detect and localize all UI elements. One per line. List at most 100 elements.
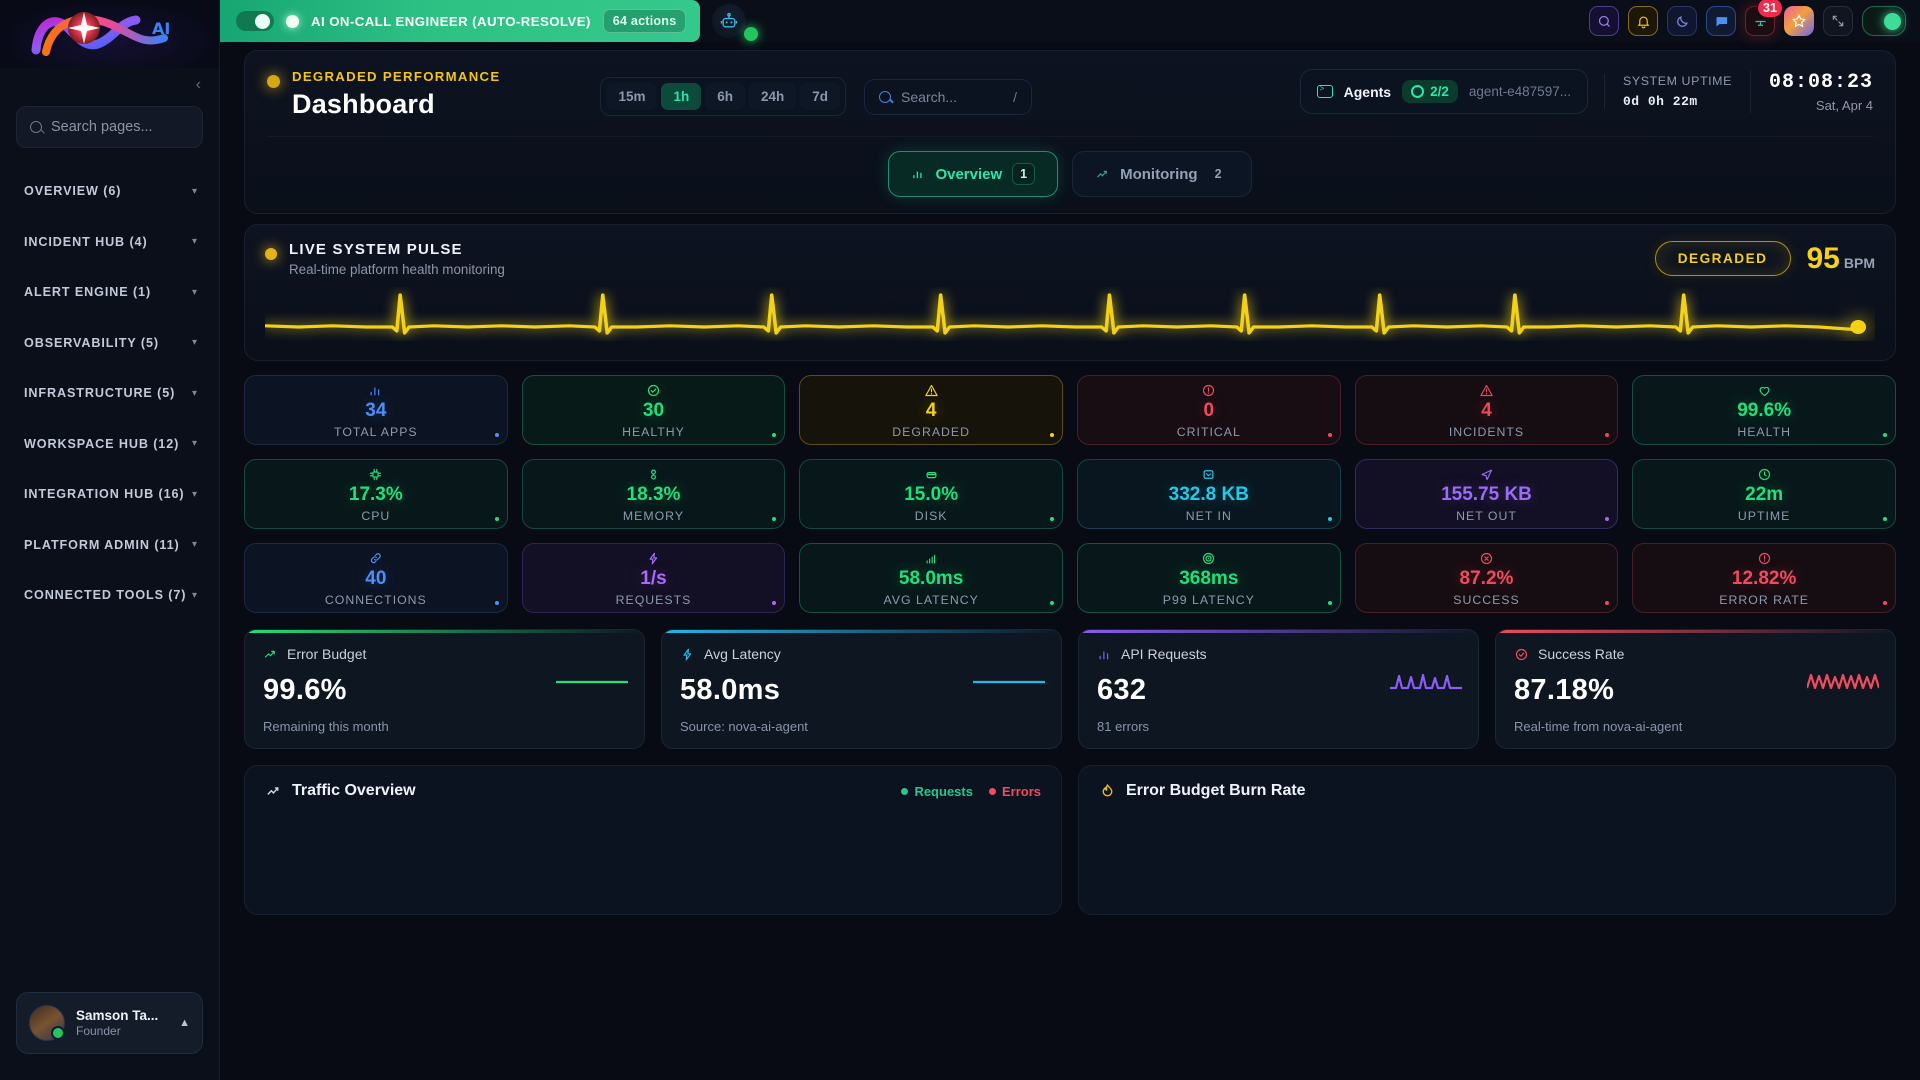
page-header-panel: DEGRADED PERFORMANCE Dashboard 15m 1h 6h… (244, 50, 1896, 214)
sidebar-item-platform-admin[interactable]: PLATFORM ADMIN (11) ▾ (0, 520, 219, 571)
metric-tile-net-in[interactable]: 332.8 KB NET IN (1076, 459, 1341, 529)
kpi-card-error-budget[interactable]: Error Budget 99.6% Remaining this month (244, 629, 645, 749)
sidebar-item-overview[interactable]: OVERVIEW (6) ▾ (0, 166, 219, 217)
agents-count-badge: 2/2 (1402, 80, 1458, 103)
metric-tile-cpu[interactable]: 17.3% CPU (244, 459, 508, 529)
metric-label: REQUESTS (615, 593, 692, 608)
search-input[interactable]: Search... / (864, 78, 1033, 115)
metric-value: 15.0% (904, 483, 959, 505)
metric-tile-memory[interactable]: 18.3% MEMORY (521, 459, 786, 529)
heart-icon (1759, 386, 1770, 396)
ai-actions-badge[interactable]: 64 actions (602, 9, 687, 33)
alert-count-badge: 31 (1757, 0, 1783, 18)
sidebar-item-infrastructure[interactable]: INFRASTRUCTURE (5) ▾ (0, 368, 219, 419)
kpi-card-avg-latency[interactable]: Avg Latency 58.0ms Source: nova-ai-agent (661, 629, 1062, 749)
sidebar-item-label: INFRASTRUCTURE (5) (24, 386, 176, 401)
range-button-1h[interactable]: 1h (661, 83, 702, 110)
metric-value: 34 (365, 399, 387, 421)
metric-tile-p99-latency[interactable]: 368ms P99 LATENCY (1076, 543, 1341, 613)
chevron-down-icon: ▾ (191, 589, 197, 601)
alert-icon[interactable]: 31 (1745, 0, 1783, 36)
sidebar-item-label: PLATFORM ADMIN (11) (24, 537, 180, 552)
bot-avatar[interactable] (700, 0, 759, 42)
metric-tile-degraded[interactable]: 4 DEGRADED (799, 375, 1063, 445)
app-logo[interactable]: AI (0, 0, 219, 68)
chevron-down-icon: ▾ (191, 337, 197, 349)
metric-tile-avg-latency[interactable]: 58.0ms AVG LATENCY (799, 543, 1063, 613)
live-system-pulse-panel: LIVE SYSTEM PULSE Real-time platform hea… (244, 224, 1896, 361)
chevron-down-icon: ▾ (191, 539, 197, 551)
metric-tile-success[interactable]: 87.2% SUCCESS (1354, 543, 1619, 613)
sidebar-item-integration-hub[interactable]: INTEGRATION HUB (16) ▾ (0, 469, 219, 520)
trend-up-icon (267, 786, 279, 795)
metric-tile-uptime[interactable]: 22m UPTIME (1632, 459, 1896, 529)
tab-index: 2 (1214, 167, 1222, 181)
panel-title: Error Budget Burn Rate (1126, 782, 1306, 799)
metric-tile-connections[interactable]: 40 CONNECTIONS (244, 543, 508, 613)
metric-tile-incidents[interactable]: 4 INCIDENTS (1354, 375, 1619, 445)
status-dot-icon (267, 75, 280, 88)
metric-tile-disk[interactable]: 15.0% DISK (799, 459, 1063, 529)
chevron-left-icon[interactable]: ‹ (195, 76, 201, 93)
sidebar-item-label: INCIDENT HUB (4) (24, 234, 148, 249)
legend-label: Requests (914, 783, 973, 799)
chat-icon[interactable] (1706, 6, 1736, 36)
sidebar-item-alert-engine[interactable]: ALERT ENGINE (1) ▾ (0, 267, 219, 318)
kpi-card-api-requests[interactable]: API Requests 632 81 errors (1078, 629, 1479, 749)
metric-label: NET IN (1185, 509, 1232, 524)
range-button-15m[interactable]: 15m (606, 83, 658, 110)
moon-icon[interactable] (1667, 6, 1697, 36)
tab-label: Overview (935, 165, 1003, 183)
power-toggle[interactable] (1862, 6, 1906, 36)
metric-value: 332.8 KB (1168, 483, 1249, 505)
tab-overview[interactable]: Overview 1 (888, 151, 1059, 197)
search-icon[interactable] (1589, 6, 1619, 36)
legend-item-requests[interactable]: Requests (901, 784, 973, 799)
chevron-down-icon: ▾ (191, 236, 197, 248)
ai-oncall-toggle[interactable] (236, 11, 274, 31)
range-button-7d[interactable]: 7d (800, 83, 841, 110)
sidebar-item-connected-tools[interactable]: CONNECTED TOOLS (7) ▾ (0, 570, 219, 621)
sidebar: AI ‹ Search pages... OVERVIEW (6) ▾ INCI… (0, 0, 220, 1080)
time-range-selector: 15m 1h 6h 24h 7d (600, 77, 847, 116)
metric-tile-total-apps[interactable]: 34 TOTAL APPS (244, 375, 508, 445)
tab-monitoring[interactable]: Monitoring 2 (1072, 151, 1252, 197)
search-pages-input[interactable]: Search pages... (16, 106, 203, 148)
range-button-24h[interactable]: 24h (749, 83, 797, 110)
status-kicker: DEGRADED PERFORMANCE (292, 69, 501, 84)
metric-tile-error-rate[interactable]: 12.82% ERROR RATE (1632, 543, 1896, 613)
metric-tile-net-out[interactable]: 155.75 KB NET OUT (1354, 459, 1619, 529)
corner-indicator-dot (1049, 601, 1054, 605)
sidebar-item-workspace-hub[interactable]: WORKSPACE HUB (12) ▾ (0, 419, 219, 470)
metric-tile-healthy[interactable]: 30 HEALTHY (521, 375, 786, 445)
metric-tile-health[interactable]: 99.6% HEALTH (1632, 375, 1896, 445)
corner-indicator-dot (1327, 601, 1332, 605)
bar-chart-icon (1099, 650, 1109, 659)
cpu-icon (370, 468, 382, 480)
system-uptime-value: 0d 0h 22m (1622, 94, 1698, 109)
warning-tri-icon (1480, 384, 1493, 396)
corner-indicator-dot (1882, 517, 1887, 521)
corner-indicator-dot (1605, 517, 1610, 521)
ai-oncall-banner[interactable]: AI ON-CALL ENGINEER (AUTO-RESOLVE) 64 ac… (220, 0, 701, 42)
sidebar-item-incident-hub[interactable]: INCIDENT HUB (4) ▾ (0, 217, 219, 268)
metric-value: 0 (1203, 399, 1215, 421)
bpm-label: BPM (1843, 254, 1875, 271)
range-button-6h[interactable]: 6h (705, 83, 745, 110)
bell-icon[interactable] (1628, 6, 1658, 36)
metric-value: 12.82% (1731, 567, 1797, 589)
user-profile-card[interactable]: Samson Ta... Founder ▲ (16, 992, 203, 1054)
metric-tile-requests[interactable]: 1/s REQUESTS (521, 543, 786, 613)
inbox-icon (1203, 469, 1214, 479)
expand-icon[interactable] (1823, 6, 1853, 36)
metric-tile-critical[interactable]: 0 CRITICAL (1076, 375, 1341, 445)
star-icon[interactable] (1784, 6, 1814, 36)
chart-legend: Requests Errors (901, 784, 1041, 799)
kpi-card-success-rate[interactable]: Success Rate 87.18% Real-time from nova-ai… (1495, 629, 1896, 749)
kpi-title: API Requests (1121, 646, 1207, 662)
agents-status-pill[interactable]: Agents 2/2 agent-e487597... (1299, 69, 1588, 114)
chevron-up-icon[interactable]: ▲ (179, 1017, 190, 1029)
x-circle-icon (1480, 552, 1493, 564)
sidebar-item-observability[interactable]: OBSERVABILITY (5) ▾ (0, 318, 219, 369)
legend-item-errors[interactable]: Errors (988, 784, 1041, 799)
